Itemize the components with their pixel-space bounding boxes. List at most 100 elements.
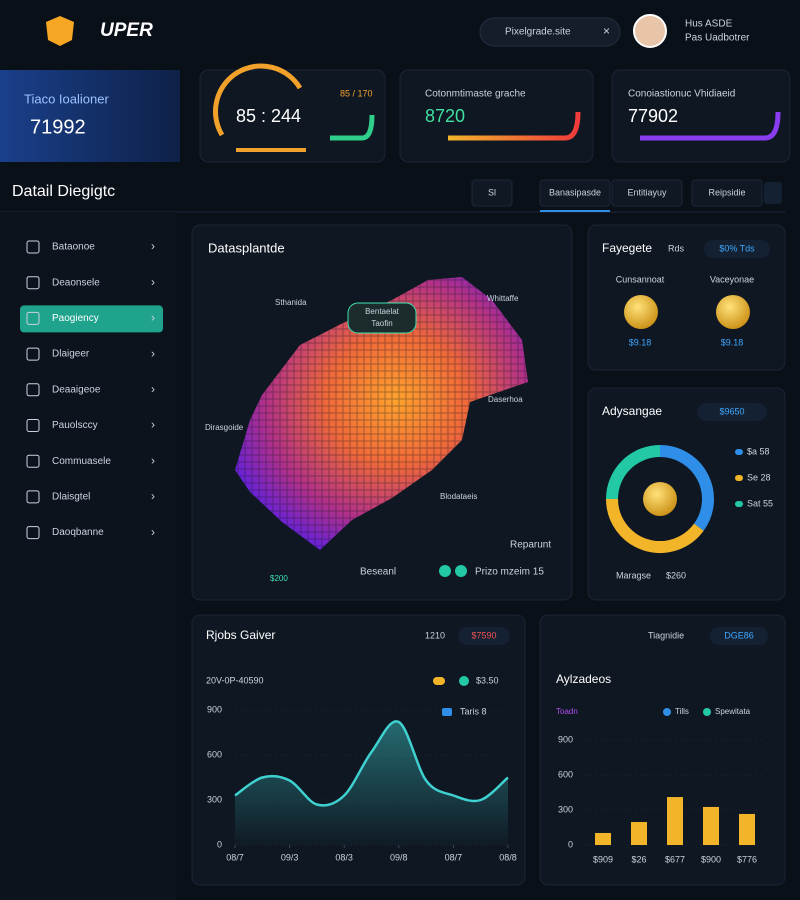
- section-title: Datail Diegigtc: [12, 183, 115, 200]
- nav-label[interactable]: Daoqbanne: [52, 527, 104, 538]
- nav-icon: [26, 383, 40, 397]
- tab-button[interactable]: [764, 182, 782, 204]
- nav-label[interactable]: Commuasele: [52, 456, 111, 467]
- heatmap-grid: [235, 277, 528, 550]
- tab[interactable]: [691, 179, 763, 207]
- panel-title: Fayegete: [602, 241, 652, 255]
- kpi-label: 85 / 170: [340, 88, 373, 98]
- gauge-tail: [330, 114, 375, 141]
- pill: [710, 627, 768, 645]
- gauge-bar: [236, 148, 306, 152]
- gauge: [213, 63, 303, 137]
- subtitle: 20V-0P-40590: [206, 675, 264, 685]
- y-tick-label: 900: [207, 704, 222, 714]
- x-tick-label: $776: [737, 854, 757, 864]
- pill: [697, 403, 767, 421]
- legend-dot: [439, 565, 451, 577]
- tooltip-line: Bentaelat: [365, 307, 400, 316]
- line: [234, 720, 509, 807]
- tab[interactable]: [471, 179, 513, 207]
- nav-label[interactable]: Dlaigeer: [52, 349, 90, 360]
- nav-label[interactable]: Pauolsccy: [52, 420, 98, 431]
- tooltip-line: Taofin: [371, 319, 392, 328]
- pill-text: DGE86: [724, 630, 754, 640]
- panel-title: Aylzadeos: [556, 672, 611, 686]
- kpi-value: 71992: [30, 116, 86, 138]
- panel-title: Adysangae: [602, 404, 662, 418]
- kpi-trend: [448, 111, 581, 141]
- legend-swatch: [433, 677, 445, 685]
- bar-panel: [539, 614, 786, 886]
- panel-title: Datasplantde: [208, 240, 285, 255]
- kpi-value: 85 : 244: [236, 106, 301, 126]
- nav-arrow: ›: [151, 525, 155, 539]
- nav-arrow: ›: [151, 382, 155, 396]
- x-tick-label: $900: [701, 854, 721, 864]
- pill-text: $7590: [471, 630, 496, 640]
- legend-swatch: [442, 708, 452, 716]
- nav-arrow: ›: [151, 418, 155, 432]
- coin-label: Cunsannoat: [616, 274, 665, 284]
- x-tick-label: 08/8: [499, 852, 517, 862]
- bar: [631, 822, 647, 845]
- legend-label: $a 58: [747, 446, 770, 456]
- legend-dot: [455, 565, 467, 577]
- x-tick-label: $26: [631, 854, 646, 864]
- pill-text: $9650: [719, 406, 744, 416]
- y-tick-label: 600: [207, 749, 222, 759]
- nav-arrow: ›: [151, 489, 155, 503]
- legend-label: Se 28: [747, 472, 771, 482]
- coin-value: $9.18: [629, 337, 652, 347]
- tab[interactable]: [539, 179, 611, 207]
- kpi-label: Tiaco Ioalioner: [24, 91, 109, 106]
- nav-arrow: ›: [151, 346, 155, 360]
- pill: [458, 627, 510, 645]
- user-name: Hus ASDE: [685, 19, 733, 30]
- nav-arrow: ›: [151, 239, 155, 253]
- donut-segment: [659, 445, 714, 531]
- map-label: Sthanida: [275, 298, 307, 307]
- legend-swatch: [735, 449, 743, 455]
- avatar[interactable]: [633, 14, 667, 48]
- nav-label[interactable]: Dlaisgtel: [52, 492, 90, 503]
- bar: [739, 813, 755, 845]
- tab-label: Reipsidie: [708, 187, 745, 197]
- nav-label[interactable]: Deaaigeoe: [52, 384, 101, 395]
- tab[interactable]: [611, 179, 683, 207]
- nav-active[interactable]: [20, 305, 163, 333]
- nav-label[interactable]: Paogiency: [52, 313, 99, 324]
- nav-icon: [26, 526, 40, 540]
- kpi-card: [0, 70, 180, 162]
- nav-arrow: ›: [151, 311, 155, 325]
- donut-segment: [606, 498, 704, 553]
- line-area: [235, 721, 508, 845]
- map-legend: Prizo mzeim 15: [475, 567, 544, 578]
- pill-text: $0% Tds: [719, 243, 755, 253]
- x-tick-label: 08/7: [226, 852, 244, 862]
- x-tick-label: $677: [665, 854, 685, 864]
- coin-value: $9.18: [721, 337, 744, 347]
- map-note: $200: [270, 574, 288, 583]
- legend-swatch: [663, 708, 671, 716]
- map-label: Daserhoa: [488, 395, 523, 404]
- map-label: Whittaffe: [487, 294, 519, 303]
- x-tick-label: 09/3: [281, 852, 299, 862]
- bar: [667, 797, 683, 845]
- nav-icon: [26, 311, 40, 325]
- x-tick-label: 08/3: [335, 852, 353, 862]
- tooltip: [347, 302, 417, 334]
- nav-label[interactable]: Deaonsele: [52, 277, 100, 288]
- tab-label: Sl: [488, 187, 496, 197]
- x-tick-label: 09/8: [390, 852, 408, 862]
- y-tick-label: 0: [217, 839, 222, 849]
- y-tick-label: 900: [558, 734, 573, 744]
- x-tick-label: $909: [593, 854, 613, 864]
- legend-label: Sat 55: [747, 498, 773, 508]
- y-tick-label: 600: [558, 769, 573, 779]
- nav-label[interactable]: Bataonoe: [52, 242, 95, 253]
- nav-icon: [26, 347, 40, 361]
- close-icon[interactable]: ×: [603, 24, 610, 38]
- search-box[interactable]: [479, 17, 621, 47]
- nav-icon: [26, 240, 40, 254]
